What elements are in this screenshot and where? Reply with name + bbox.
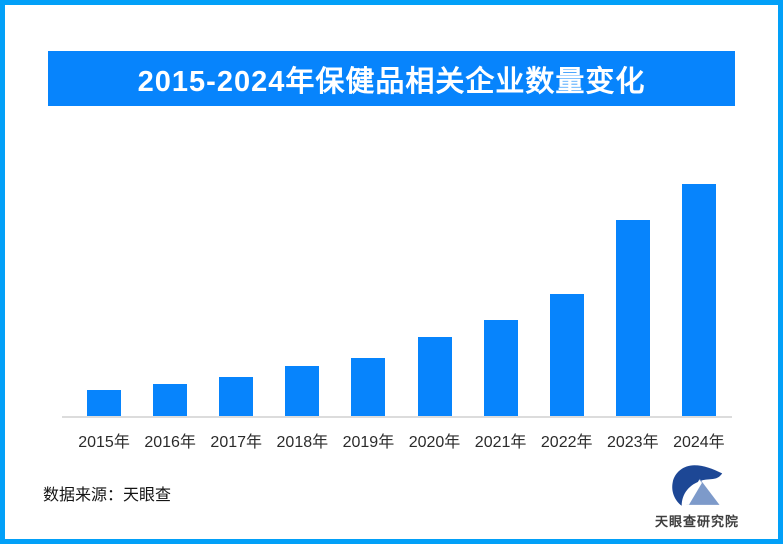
bar-slot — [468, 184, 534, 416]
bar-2022年 — [549, 294, 584, 416]
data-source-label: 数据来源：天眼查 — [43, 487, 172, 504]
bar-2021年 — [483, 320, 518, 416]
bar-slot — [401, 184, 467, 416]
x-axis-label: 2018年 — [276, 434, 329, 451]
x-axis-label: 2017年 — [210, 434, 263, 451]
x-axis-label: 2022年 — [540, 434, 593, 451]
x-axis-label: 2024年 — [673, 434, 725, 451]
bar-2023年 — [615, 220, 650, 416]
x-axis-labels: 2015年 2016年 2017年 2018年 2019年 2020年 2021年 2022年… — [71, 428, 732, 452]
x-axis-label: 2020年 — [408, 434, 461, 451]
bar-slot — [71, 184, 137, 416]
bar-chart: 2015年 2016年 2017年 2018年 2019年 2020年 2021年 2022年… — [5, 5, 778, 539]
bar-2015年 — [87, 390, 122, 416]
bar-slot — [534, 184, 600, 416]
bar-2017年 — [219, 377, 254, 416]
tianyancha-eye-icon — [672, 465, 723, 506]
bar-2019年 — [351, 358, 386, 416]
bar-2020年 — [417, 336, 452, 416]
bar-slot — [203, 184, 269, 416]
chart-title: 2015-2024年保健品相关企业数量变化 — [137, 65, 646, 98]
tianyancha-logo: 天眼查研究院 — [647, 463, 747, 530]
bar-slot — [137, 184, 203, 416]
chart-title-banner: 2015-2024年保健品相关企业数量变化 — [48, 51, 735, 106]
bars-container — [71, 184, 732, 416]
bar-slot — [335, 184, 401, 416]
x-axis-line — [62, 416, 732, 418]
bar-slot — [269, 184, 335, 416]
x-axis-label: 2016年 — [144, 434, 196, 451]
x-axis-label: 2021年 — [474, 434, 527, 451]
bar-2016年 — [153, 384, 188, 416]
bar-slot — [600, 184, 666, 416]
x-axis-label: 2023年 — [606, 434, 659, 451]
bar-2024年 — [681, 184, 716, 416]
x-axis-label: 2019年 — [342, 434, 395, 451]
bar-2018年 — [285, 365, 320, 416]
tianyancha-logo-text: 天眼查研究院 — [654, 514, 739, 529]
x-axis-label: 2015年 — [78, 434, 130, 451]
bar-slot — [666, 184, 732, 416]
